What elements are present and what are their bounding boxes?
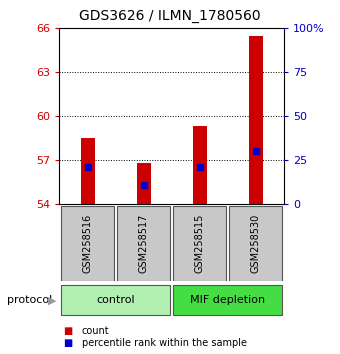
FancyBboxPatch shape xyxy=(230,206,282,281)
Text: GSM258516: GSM258516 xyxy=(83,214,92,273)
Text: GDS3626 / ILMN_1780560: GDS3626 / ILMN_1780560 xyxy=(79,9,261,23)
Point xyxy=(197,164,202,170)
Text: control: control xyxy=(96,295,135,305)
FancyBboxPatch shape xyxy=(61,206,114,281)
Bar xyxy=(137,163,151,204)
FancyBboxPatch shape xyxy=(173,285,282,315)
Text: protocol: protocol xyxy=(7,295,52,305)
Point xyxy=(85,164,90,170)
FancyBboxPatch shape xyxy=(61,285,170,315)
Text: ■: ■ xyxy=(63,326,72,336)
Point xyxy=(141,182,146,187)
FancyBboxPatch shape xyxy=(117,206,170,281)
Text: GSM258530: GSM258530 xyxy=(251,214,261,273)
FancyBboxPatch shape xyxy=(173,206,226,281)
Text: ■: ■ xyxy=(63,338,72,348)
Bar xyxy=(193,126,207,204)
Text: GSM258515: GSM258515 xyxy=(195,214,205,273)
Text: count: count xyxy=(82,326,109,336)
Text: GSM258517: GSM258517 xyxy=(139,214,149,273)
Text: ▶: ▶ xyxy=(49,295,57,305)
Point xyxy=(253,148,258,154)
Bar xyxy=(249,36,263,204)
Bar xyxy=(81,138,95,204)
Text: percentile rank within the sample: percentile rank within the sample xyxy=(82,338,246,348)
Text: MIF depletion: MIF depletion xyxy=(190,295,265,305)
